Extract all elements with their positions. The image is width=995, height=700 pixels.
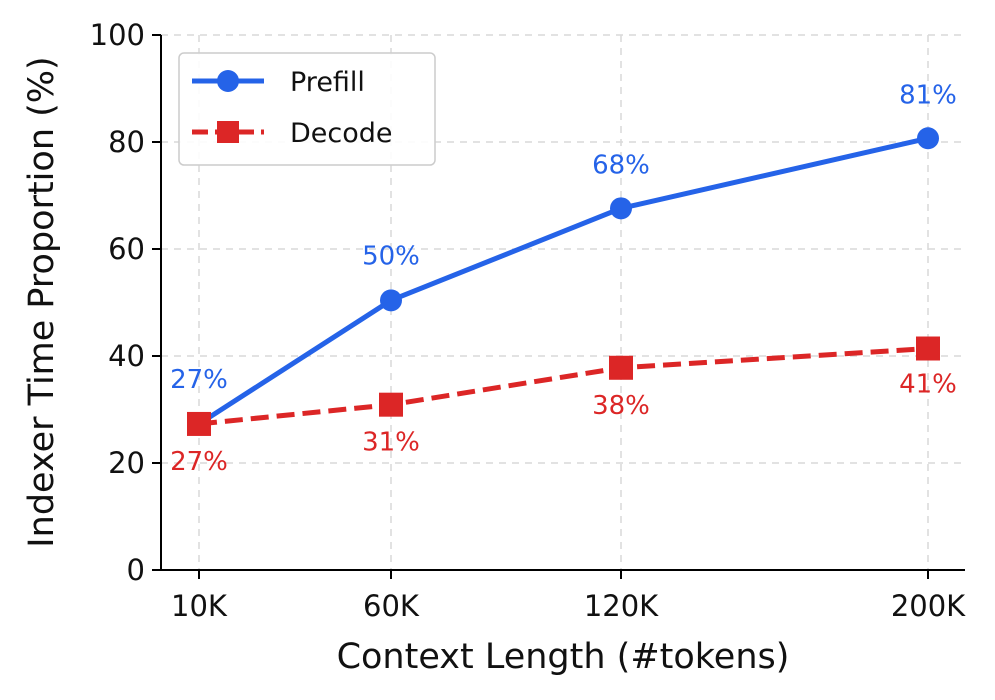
decode-point [916, 336, 940, 361]
prefill-data-label: 27% [170, 365, 228, 395]
prefill-point [610, 197, 632, 220]
prefill-data-label: 50% [362, 241, 420, 271]
legend-entry-decode: Decode [192, 118, 393, 149]
x-ticks: 10K 60K 120K 200K [171, 570, 966, 623]
decode-point [609, 355, 633, 380]
legend-prefill-marker [217, 70, 239, 92]
decode-data-label: 38% [592, 391, 650, 421]
x-tick-label: 10K [171, 589, 228, 623]
y-axis-title: Indexer Time Proportion (%) [22, 56, 62, 547]
x-tick-label: 60K [363, 589, 420, 623]
decode-point [379, 392, 403, 417]
y-ticks: 0 20 40 60 80 100 [90, 18, 161, 587]
y-tick-label: 0 [127, 553, 145, 587]
legend-entry-prefill: Prefill [192, 67, 365, 98]
series-layer: 27% 50% 68% 81% 27% 31% 38% 41% [170, 80, 957, 477]
decode-data-label: 27% [170, 447, 228, 477]
legend-decode-marker [217, 121, 239, 143]
legend-prefill-label: Prefill [290, 67, 365, 98]
y-tick-label: 20 [108, 446, 145, 480]
y-tick-label: 60 [108, 232, 145, 266]
y-tick-label: 80 [108, 125, 145, 159]
decode-data-label: 31% [362, 428, 420, 458]
series-decode: 27% 31% 38% 41% [170, 336, 957, 477]
prefill-point [380, 289, 402, 312]
legend-decode-label: Decode [290, 118, 393, 149]
legend: Prefill Decode [178, 52, 436, 166]
decode-point [187, 411, 211, 436]
x-tick-label: 120K [584, 589, 659, 623]
x-tick-label: 200K [891, 589, 966, 623]
prefill-data-label: 81% [899, 80, 957, 110]
decode-data-label: 41% [899, 370, 957, 400]
decode-line [198, 346, 929, 427]
prefill-point [917, 127, 939, 150]
y-tick-label: 100 [90, 18, 145, 52]
series-prefill: 27% 50% 68% 81% [170, 80, 957, 435]
y-tick-label: 40 [108, 339, 145, 373]
x-axis-title: Context Length (#tokens) [337, 637, 790, 677]
prefill-data-label: 68% [592, 150, 650, 180]
prefill-line [197, 135, 929, 427]
